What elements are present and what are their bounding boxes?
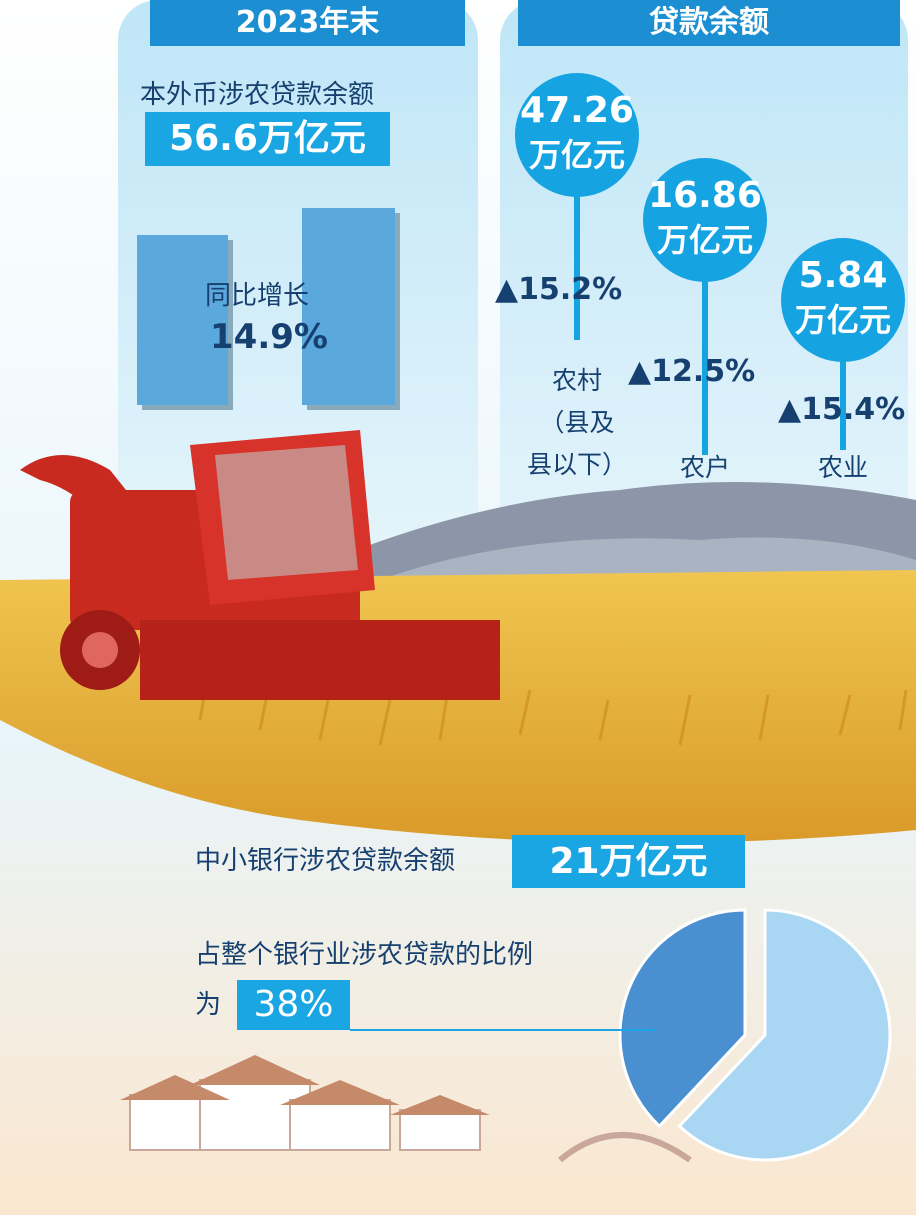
- growth: ▲15.2%: [495, 275, 622, 305]
- unit: 万亿元: [643, 224, 767, 256]
- background: [0, 0, 916, 1215]
- share-box: 38%: [237, 980, 350, 1030]
- growth-value: 14.9%: [210, 320, 328, 354]
- right-header: 贷款余额: [518, 0, 900, 46]
- category-label: （县及: [507, 410, 647, 435]
- page: 2023年末 贷款余额 本外币涉农贷款余额 56.6万亿元 同比增长 14.9%…: [0, 0, 916, 1215]
- category-label: 县以下）: [507, 452, 647, 477]
- bottom-title: 中小银行涉农贷款余额: [195, 848, 455, 874]
- category-label: 农村: [507, 368, 647, 393]
- share-text: 占整个银行业涉农贷款的比例: [195, 942, 533, 968]
- amount: 47.26: [515, 93, 639, 129]
- category-label: 农户: [635, 455, 775, 480]
- unit: 万亿元: [515, 139, 639, 171]
- category-label: 农业: [773, 455, 913, 480]
- growth: ▲12.5%: [628, 357, 755, 387]
- total-box: 56.6万亿元: [145, 112, 390, 166]
- amount-box: 21万亿元: [512, 835, 745, 888]
- share-prefix: 为: [195, 992, 221, 1018]
- amount: 5.84: [781, 258, 905, 294]
- amount: 16.86: [643, 178, 767, 214]
- left-header: 2023年末: [150, 0, 465, 46]
- bar-decor: [302, 208, 395, 405]
- left-title: 本外币涉农贷款余额: [140, 82, 374, 108]
- growth-label: 同比增长: [205, 283, 309, 309]
- growth: ▲15.4%: [778, 395, 905, 425]
- unit: 万亿元: [781, 304, 905, 336]
